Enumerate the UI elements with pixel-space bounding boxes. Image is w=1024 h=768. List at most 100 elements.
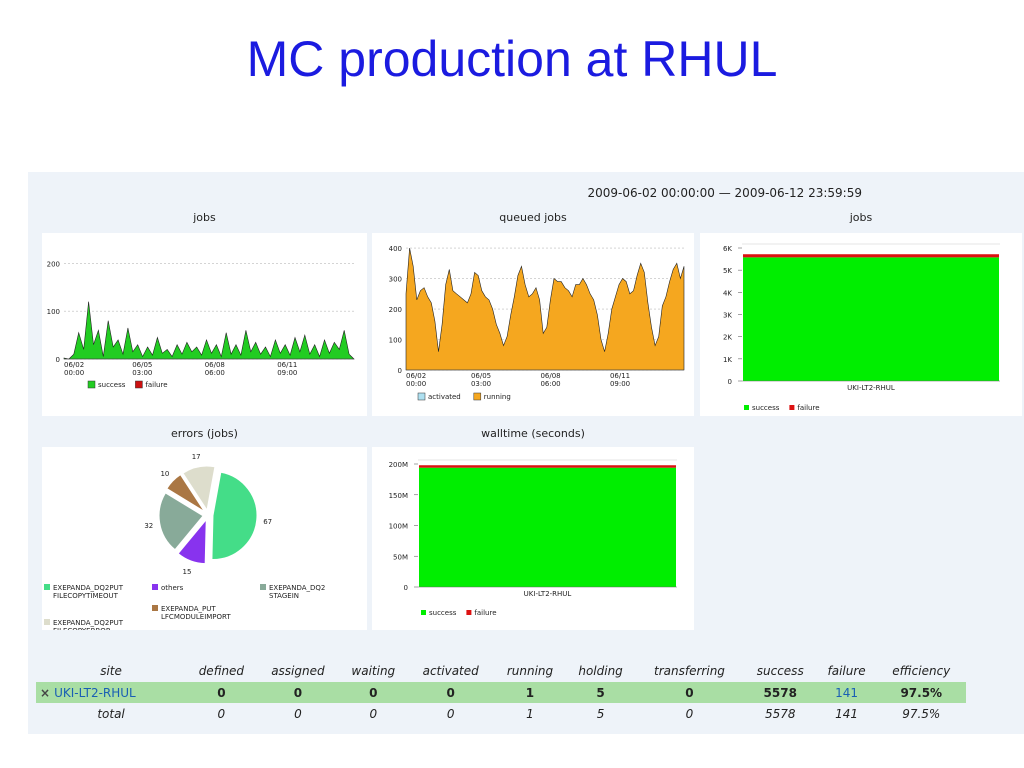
table-row-total: total 0 0 0 0 1 5 0 5578 141 97.5% (36, 703, 966, 724)
legend-label-success: success (98, 381, 126, 389)
series-area-success (63, 301, 355, 360)
header-running[interactable]: running (506, 664, 554, 678)
slide-title: MC production at RHUL (246, 31, 778, 87)
y-tick-label: 200 (47, 260, 60, 268)
legend-label: others (161, 584, 184, 592)
legend-label-success: success (429, 609, 457, 617)
defined-cell: 0 (217, 706, 226, 721)
y-tick-label: 0 (728, 378, 732, 386)
efficiency-cell: 97.5% (902, 706, 941, 721)
legend-swatch (152, 584, 158, 590)
pie-slice (182, 465, 216, 512)
efficiency-cell: 97.5% (876, 682, 966, 703)
failure-link[interactable]: 141 (835, 685, 859, 700)
chart-title-jobs-site: jobs (849, 211, 873, 224)
x-category-label: UKI-LT2-RHUL (524, 590, 572, 598)
header-assigned[interactable]: assigned (271, 664, 325, 678)
legend-swatch (44, 619, 50, 625)
site-cell: × UKI-LT2-RHUL (36, 682, 187, 703)
site-summary-table: site defined assigned waiting activated … (36, 660, 966, 724)
bar-failure (743, 254, 999, 258)
legend-swatch-running (473, 392, 482, 401)
failure-cell: 141 (816, 682, 877, 703)
legend-label: EXEPANDA_DQ2 STAGEIN (269, 584, 325, 600)
header-efficiency[interactable]: efficiency (892, 664, 951, 678)
x-tick-label: 06/02 00:00 (406, 372, 426, 388)
pie-value-label: 67 (263, 518, 272, 526)
holding-cell: 5 (596, 706, 605, 721)
activated-cell: 0 (446, 706, 455, 721)
legend-swatch-failure (466, 610, 472, 615)
remove-icon[interactable]: × (40, 685, 51, 700)
defined-cell: 0 (186, 682, 257, 703)
y-tick-label: 200M (389, 461, 408, 469)
walltime-svg: 0 50M 100M 150M 200M UKI-LT2-RHUL success failu… (389, 459, 677, 617)
y-tick-label: 4K (723, 289, 732, 297)
y-tick-label: 2K (723, 334, 732, 342)
header-failure[interactable]: failure (827, 664, 866, 678)
x-tick-label: 06/02 00:00 (64, 361, 84, 377)
legend-label-running: running (484, 393, 511, 401)
waiting-cell: 0 (369, 706, 378, 721)
y-tick-label: 100 (47, 308, 60, 316)
y-tick-label: 6K (723, 245, 732, 253)
y-tick-label: 400 (389, 245, 402, 253)
table-row: × UKI-LT2-RHUL 0 0 0 0 1 5 0 5578 141 97.… (36, 682, 966, 703)
legend-label-activated: activated (428, 393, 461, 401)
header-activated[interactable]: activated (422, 664, 479, 678)
y-tick-label: 1K (723, 356, 732, 364)
success-cell: 5578 (743, 682, 817, 703)
y-tick-label: 100M (389, 523, 408, 531)
pie-value-label: 15 (183, 568, 192, 576)
header-transferring[interactable]: transferring (654, 664, 725, 678)
assigned-cell: 0 (256, 682, 340, 703)
series-area-running (405, 247, 685, 371)
waiting-cell: 0 (339, 682, 408, 703)
x-tick-label: 06/11 09:00 (610, 372, 630, 388)
pie-value-label: 17 (192, 453, 201, 461)
failure-cell: 141 (835, 706, 859, 721)
legend-label-success: success (752, 404, 780, 412)
y-tick-label: 300 (389, 276, 402, 284)
holding-cell: 5 (565, 682, 636, 703)
y-tick-label: 0 (404, 584, 408, 592)
header-holding[interactable]: holding (578, 664, 623, 678)
bar-success (419, 467, 676, 587)
header-defined[interactable]: defined (198, 664, 245, 678)
activated-cell: 0 (407, 682, 494, 703)
legend-swatch-activated (417, 392, 426, 401)
y-tick-label: 100 (389, 337, 402, 345)
queued-jobs-chart: 0 100 200 300 400 06/02 00:00 06/05 03:00 06/08 06… (372, 233, 694, 416)
pie-slice (211, 471, 258, 560)
legend-swatch-failure (789, 405, 795, 410)
jobs-timeseries-chart: 0 100 200 06/02 00:00 06/05 03:00 06/08 06:00 06/… (42, 233, 367, 416)
x-tick-label: 06/11 09:00 (277, 361, 297, 377)
header-waiting[interactable]: waiting (351, 664, 396, 678)
pie-slice (158, 492, 204, 551)
walltime-chart: 0 50M 100M 150M 200M UKI-LT2-RHUL success failu… (372, 447, 694, 630)
site-link[interactable]: UKI-LT2-RHUL (54, 685, 136, 700)
assigned-cell: 0 (294, 706, 302, 721)
pie-value-label: 10 (160, 470, 169, 478)
chart-title-walltime: walltime (seconds) (481, 427, 585, 440)
header-success[interactable]: success (756, 664, 804, 678)
legend-swatch-success (421, 610, 426, 615)
pie-slice (166, 473, 205, 512)
success-cell: 5578 (764, 706, 796, 721)
y-tick-label: 50M (393, 553, 408, 561)
pie-slice (177, 518, 207, 565)
jobs-site-svg: 0 1K 2K 3K 4K 5K 6K UKI-LT2-RHUL success failure (723, 243, 1000, 412)
x-tick-label: 06/08 06:00 (205, 361, 225, 377)
x-tick-label: 06/08 06:00 (540, 372, 560, 388)
chart-title-jobs: jobs (193, 211, 216, 224)
y-tick-label: 0 (56, 356, 60, 364)
legend-swatch (44, 584, 50, 590)
legend-label-failure: failure (797, 404, 819, 412)
header-site[interactable]: site (100, 664, 122, 678)
chart-title-errors: errors (jobs) (171, 427, 238, 440)
legend-label: EXEPANDA_DQ2PUTFILECOPYERROR (53, 619, 124, 630)
jobs-timeseries-svg: 0 100 200 06/02 00:00 06/05 03:00 06/08 06:00 06/… (47, 260, 355, 389)
transferring-cell: 0 (635, 682, 744, 703)
errors-pie-svg: 67 15 32 10 17 EXEPANDA_DQ2PUT FILECOPYTIMEOUT… (44, 453, 325, 630)
queued-jobs-svg: 0 100 200 300 400 06/02 00:00 06/05 03:00 06/08 06… (389, 245, 685, 401)
